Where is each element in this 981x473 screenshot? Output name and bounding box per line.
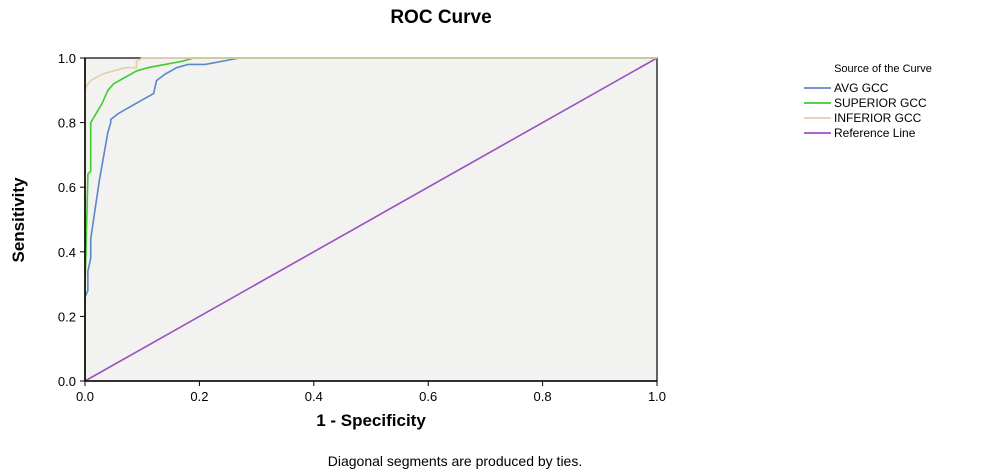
series-line-1 [84, 57, 657, 381]
series-line-0 [84, 57, 657, 381]
y-tick-label: 1.0 [58, 51, 76, 66]
x-tick-label: 1.0 [648, 389, 666, 404]
x-tick-label: 0.8 [534, 389, 552, 404]
x-tick-label: 0.6 [419, 389, 437, 404]
series-line-3 [84, 57, 658, 382]
y-ticks: 0.0 0.2 0.4 0.6 0.8 1.0 [58, 51, 85, 389]
y-tick-label: 0.6 [58, 180, 76, 195]
curves-group [84, 57, 658, 382]
y-tick-label: 0.8 [58, 116, 76, 131]
y-tick-label: 0.0 [58, 374, 76, 389]
y-axis-label: Sensitivity [9, 177, 28, 263]
legend-label: INFERIOR GCC [834, 111, 922, 125]
series-line-2 [84, 57, 657, 381]
y-tick-label: 0.4 [58, 245, 76, 260]
legend-title: Source of the Curve [834, 63, 932, 75]
y-tick-label: 0.2 [58, 309, 76, 324]
x-tick-label: 0.4 [305, 389, 323, 404]
legend-label: SUPERIOR GCC [834, 96, 927, 110]
x-tick-label: 0.0 [76, 389, 94, 404]
legend-label: AVG GCC [834, 81, 889, 95]
x-tick-label: 0.2 [190, 389, 208, 404]
footnote: Diagonal segments are produced by ties. [328, 453, 582, 469]
chart-title: ROC Curve [390, 7, 491, 28]
x-axis-label: 1 - Specificity [316, 411, 426, 430]
legend-label: Reference Line [834, 126, 916, 140]
x-ticks: 0.0 0.2 0.4 0.6 0.8 1.0 [76, 381, 666, 404]
